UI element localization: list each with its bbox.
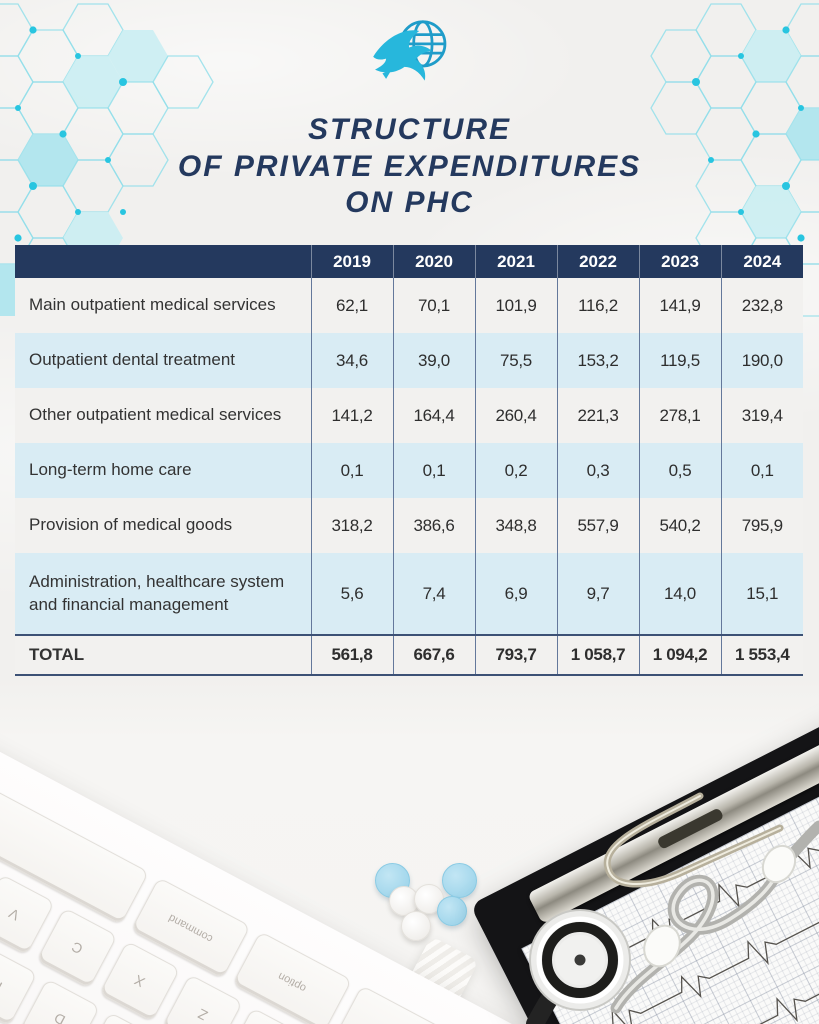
hex-pattern-decoration-left <box>0 3 214 330</box>
row-value: 318,2 <box>310 498 393 553</box>
title-line-1: STRUCTURE <box>308 113 511 146</box>
row-value: 232,8 <box>720 278 803 333</box>
row-value: 0,1 <box>392 443 475 498</box>
row-value: 75,5 <box>474 333 557 388</box>
column-header-2021: 2021 <box>474 245 557 278</box>
row-value: 153,2 <box>556 333 639 388</box>
table-row: Other outpatient medical services 141,2 … <box>15 388 803 443</box>
clipboard <box>470 678 819 1024</box>
table-row: Outpatient dental treatment 34,6 39,0 75… <box>15 333 803 388</box>
row-value: 70,1 <box>392 278 475 333</box>
row-value: 348,8 <box>474 498 557 553</box>
title-line-2: OF PRIVATE EXPENDITURES <box>177 149 642 183</box>
row-value: 190,0 <box>720 333 803 388</box>
row-label: Other outpatient medical services <box>29 405 282 425</box>
column-header-2020: 2020 <box>392 245 475 278</box>
hex-pattern-decoration-right <box>650 3 819 330</box>
row-label: Outpatient dental treatment <box>29 350 236 370</box>
row-value: 540,2 <box>638 498 721 553</box>
row-value: 221,3 <box>556 388 639 443</box>
row-value: 116,2 <box>556 278 639 333</box>
row-value: 278,1 <box>638 388 721 443</box>
row-label: Administration, healthcare system and fi… <box>29 572 285 614</box>
row-value: 164,4 <box>392 388 475 443</box>
total-value: 1 058,7 <box>556 633 639 677</box>
table-total-row: TOTAL 561,8 667,6 793,7 1 058,7 1 094,2 … <box>15 633 803 677</box>
row-value: 386,6 <box>392 498 475 553</box>
row-value: 0,2 <box>474 443 557 498</box>
row-value: 14,0 <box>638 553 721 635</box>
row-value: 119,5 <box>638 333 721 388</box>
total-value: 793,7 <box>474 633 557 677</box>
row-value: 6,9 <box>474 553 557 635</box>
row-value: 260,4 <box>474 388 557 443</box>
total-value: 1 094,2 <box>638 633 721 677</box>
bird-globe-logo <box>364 12 456 96</box>
photo-medical-desk: commandoptioncontrolBVCXZshiftGFDSAcaps … <box>0 678 819 1024</box>
row-value: 141,9 <box>638 278 721 333</box>
row-value: 0,1 <box>720 443 803 498</box>
row-value: 39,0 <box>392 333 475 388</box>
keyboard-key: C <box>36 907 118 989</box>
row-label: Main outpatient medical services <box>29 295 276 315</box>
row-value: 0,1 <box>310 443 393 498</box>
row-value: 0,3 <box>556 443 639 498</box>
row-value: 34,6 <box>310 333 393 388</box>
row-value: 141,2 <box>310 388 393 443</box>
row-value: 795,9 <box>720 498 803 553</box>
pill-white <box>401 911 431 941</box>
total-value: 667,6 <box>392 633 475 677</box>
row-value: 319,4 <box>720 388 803 443</box>
row-value: 5,6 <box>310 553 393 635</box>
row-value: 9,7 <box>556 553 639 635</box>
column-header-2023: 2023 <box>638 245 721 278</box>
keyboard-key: control <box>333 985 454 1024</box>
total-value: 1 553,4 <box>720 633 803 677</box>
column-header-2024: 2024 <box>720 245 803 278</box>
row-value: 0,5 <box>638 443 721 498</box>
page-title: STRUCTURE OF PRIVATE EXPENDITURES ON PHC <box>0 112 819 222</box>
table-row: Main outpatient medical services 62,1 70… <box>15 278 803 333</box>
row-value: 557,9 <box>556 498 639 553</box>
total-value: 561,8 <box>310 633 393 677</box>
row-label: Long-term home care <box>29 460 192 480</box>
total-label: TOTAL <box>15 633 311 677</box>
table-row: Provision of medical goods 318,2 386,6 3… <box>15 498 803 553</box>
table-row: Administration, healthcare system and fi… <box>15 553 803 635</box>
column-header-2019: 2019 <box>310 245 393 278</box>
table-header-row: 2019 2020 2021 2022 2023 2024 <box>15 245 803 278</box>
row-value: 101,9 <box>474 278 557 333</box>
table-row: Long-term home care 0,1 0,1 0,2 0,3 0,5 … <box>15 443 803 498</box>
title-line-3: ON PHC <box>345 186 474 220</box>
row-value: 62,1 <box>310 278 393 333</box>
row-label: Provision of medical goods <box>29 515 233 535</box>
pill-blue <box>442 863 477 898</box>
pill-blue <box>437 896 467 926</box>
row-value: 15,1 <box>720 553 803 635</box>
keyboard-key: X <box>99 940 181 1022</box>
row-value: 7,4 <box>392 553 475 635</box>
header-label-spacer <box>15 245 311 278</box>
column-header-2022: 2022 <box>556 245 639 278</box>
expenditure-table: 2019 2020 2021 2022 2023 2024 Main outpa… <box>15 245 803 677</box>
